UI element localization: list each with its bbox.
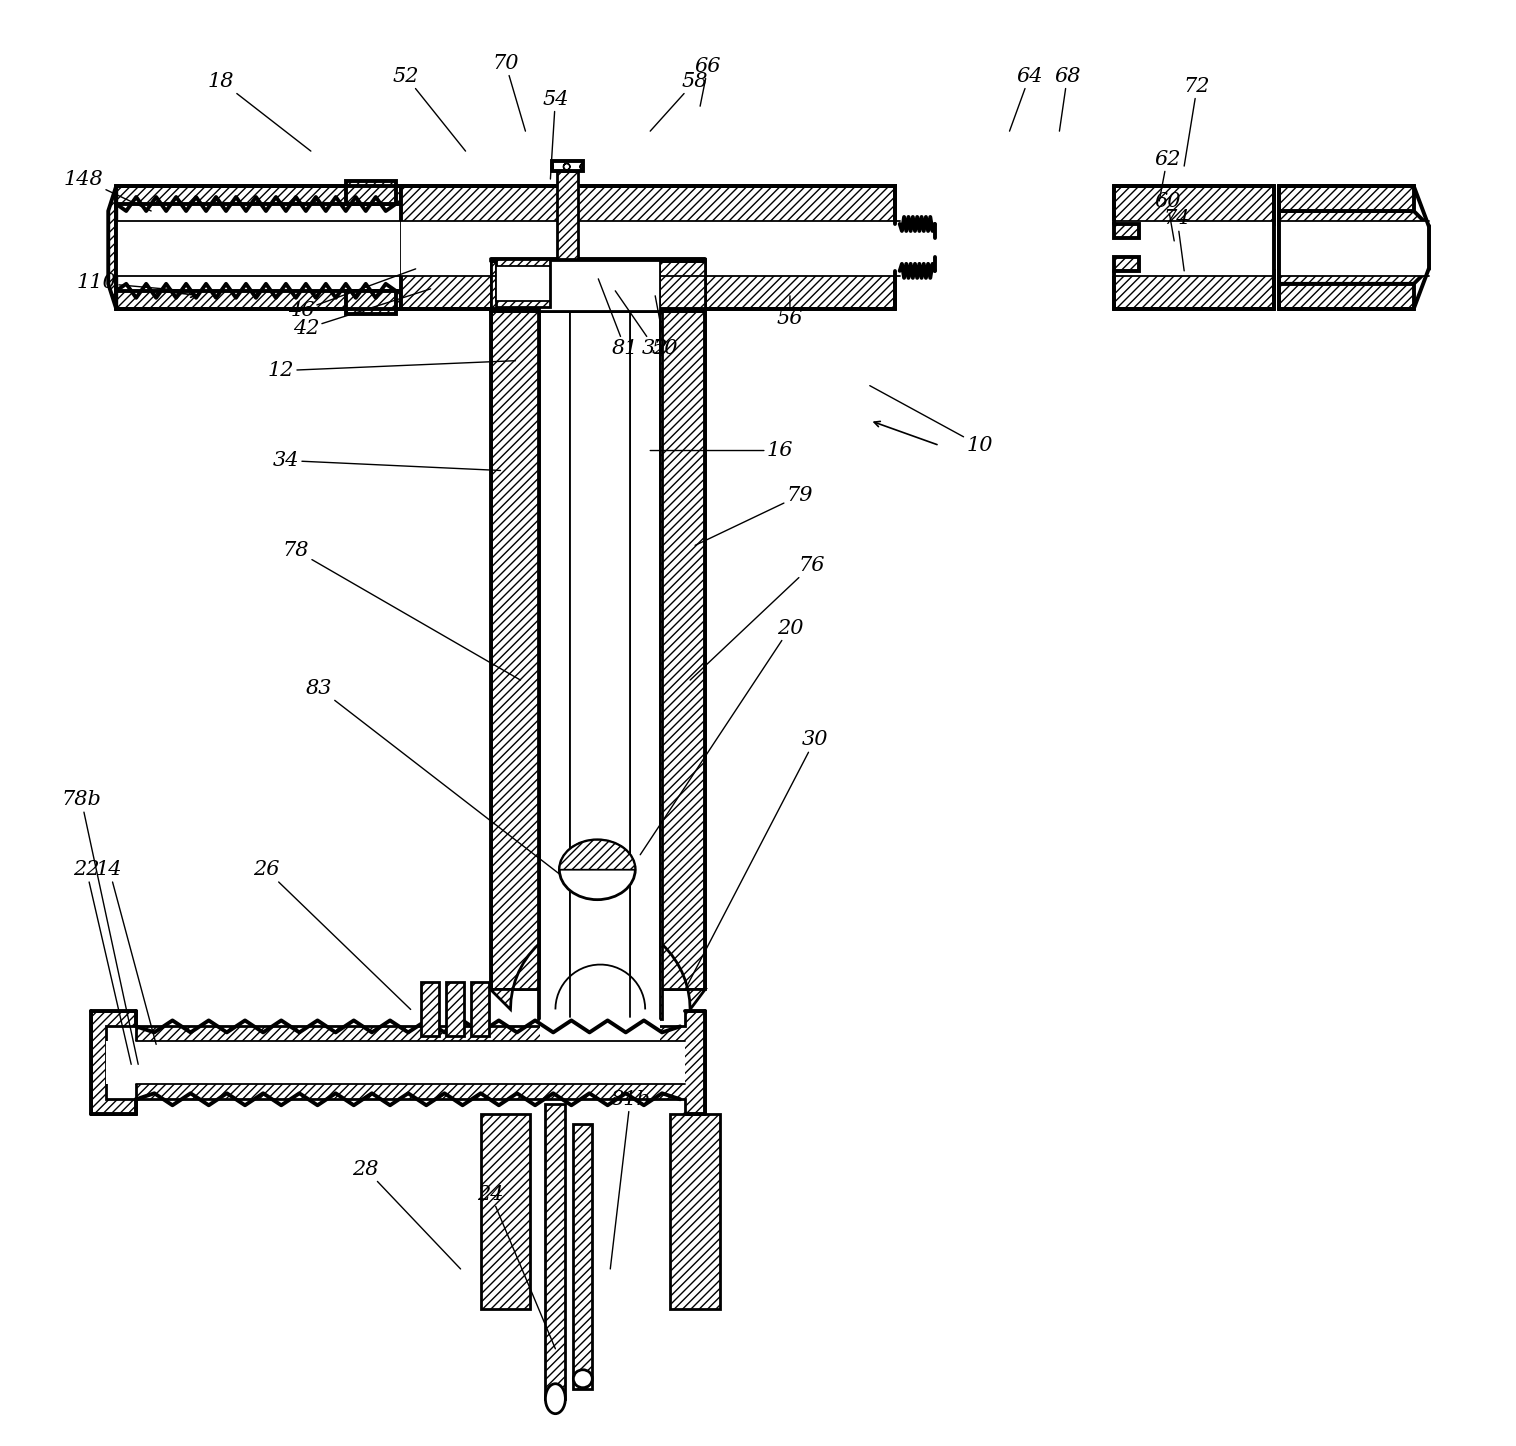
Text: 16: 16 <box>650 441 793 460</box>
Bar <box>106 1041 136 1084</box>
Polygon shape <box>91 1011 136 1115</box>
Bar <box>538 311 570 1019</box>
Text: 72: 72 <box>1184 77 1210 166</box>
Text: 54: 54 <box>543 90 568 179</box>
Text: 30: 30 <box>685 730 828 989</box>
Bar <box>552 161 584 171</box>
Text: 68: 68 <box>1054 67 1081 132</box>
Bar <box>573 1124 593 1388</box>
Bar <box>540 311 570 1019</box>
Polygon shape <box>894 224 935 239</box>
Bar <box>546 1105 565 1398</box>
Text: 83: 83 <box>306 678 561 875</box>
Polygon shape <box>136 1011 705 1115</box>
Text: 58: 58 <box>650 72 708 132</box>
Bar <box>420 982 438 1037</box>
Text: 28: 28 <box>353 1160 461 1270</box>
Polygon shape <box>1114 187 1273 224</box>
Bar <box>894 221 944 276</box>
Text: 74: 74 <box>1164 210 1190 270</box>
Text: 62: 62 <box>1154 149 1181 201</box>
Bar <box>496 259 550 307</box>
Polygon shape <box>491 920 705 1009</box>
Bar <box>496 266 550 301</box>
Bar <box>491 259 705 311</box>
Polygon shape <box>1114 270 1273 309</box>
Text: 46: 46 <box>288 269 415 321</box>
Text: 32: 32 <box>615 291 669 359</box>
Bar <box>540 260 659 311</box>
Polygon shape <box>1280 283 1414 309</box>
Polygon shape <box>1114 257 1139 270</box>
Polygon shape <box>1280 211 1428 283</box>
Bar <box>491 311 540 989</box>
Bar <box>631 311 659 1019</box>
Bar <box>470 982 488 1037</box>
Polygon shape <box>894 257 935 270</box>
Text: 78b: 78b <box>61 791 138 1064</box>
Polygon shape <box>117 291 400 309</box>
Ellipse shape <box>573 1369 593 1388</box>
Text: 64: 64 <box>1010 67 1043 132</box>
Polygon shape <box>1280 187 1414 211</box>
Bar <box>117 221 400 276</box>
Bar <box>446 982 464 1037</box>
Text: 12: 12 <box>268 360 515 380</box>
Text: 81b: 81b <box>611 1090 650 1270</box>
Text: 22: 22 <box>73 860 132 1064</box>
Text: 10: 10 <box>870 386 993 455</box>
Ellipse shape <box>559 840 635 899</box>
Polygon shape <box>108 187 117 309</box>
Bar <box>136 1041 685 1084</box>
Text: 78: 78 <box>282 541 520 680</box>
Polygon shape <box>346 181 396 204</box>
Text: 18: 18 <box>208 72 311 150</box>
Text: 148: 148 <box>64 169 152 211</box>
Polygon shape <box>559 840 635 869</box>
Polygon shape <box>400 187 1110 239</box>
Polygon shape <box>935 224 1114 239</box>
Bar <box>935 221 1114 276</box>
Polygon shape <box>346 291 396 314</box>
Text: 110: 110 <box>76 273 186 292</box>
Text: 60: 60 <box>1154 191 1181 241</box>
Text: 79: 79 <box>696 486 813 545</box>
Polygon shape <box>400 187 894 224</box>
Text: 56: 56 <box>776 296 803 328</box>
Text: 20: 20 <box>640 619 803 855</box>
Bar <box>570 311 631 1019</box>
Text: 26: 26 <box>253 860 411 1009</box>
Bar <box>400 221 894 276</box>
Text: 24: 24 <box>478 1184 555 1349</box>
Polygon shape <box>935 257 1114 270</box>
Text: 76: 76 <box>690 555 825 680</box>
Text: 42: 42 <box>293 289 431 338</box>
Text: 34: 34 <box>273 451 500 470</box>
Bar <box>558 171 578 259</box>
Bar <box>1280 221 1428 276</box>
Text: 81: 81 <box>599 279 638 359</box>
Bar <box>659 311 705 989</box>
Text: 66: 66 <box>694 56 722 106</box>
Bar <box>1114 221 1273 276</box>
Bar <box>634 311 662 1019</box>
Polygon shape <box>117 187 400 204</box>
Ellipse shape <box>546 1384 565 1414</box>
Text: 14: 14 <box>96 860 156 1044</box>
Bar <box>540 259 659 311</box>
Text: 50: 50 <box>652 296 679 359</box>
Text: 52: 52 <box>393 67 465 150</box>
Polygon shape <box>400 270 894 309</box>
Bar <box>481 1115 531 1309</box>
Text: 70: 70 <box>493 54 526 132</box>
Bar <box>540 979 659 1060</box>
Polygon shape <box>1114 224 1139 239</box>
Bar <box>491 260 705 311</box>
Bar <box>670 1115 720 1309</box>
